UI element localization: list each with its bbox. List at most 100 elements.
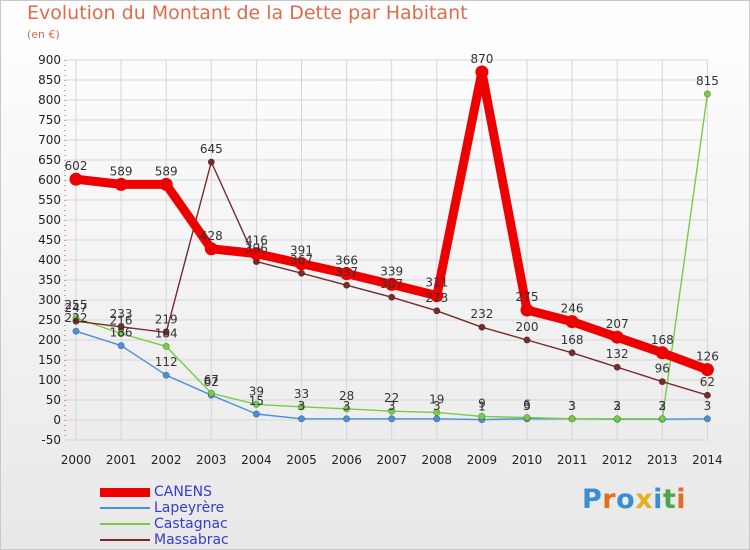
- y-tick-label: 200: [38, 333, 61, 347]
- y-tick-label: 850: [38, 73, 61, 87]
- data-label-canens: 589: [110, 164, 133, 178]
- data-label-canens: 870: [470, 52, 493, 66]
- data-point-massabrac: [478, 323, 486, 331]
- data-label-massabrac: 62: [700, 375, 715, 389]
- data-point-lapeyrère: [162, 371, 170, 379]
- data-label-lapeyrère: 2: [613, 399, 621, 413]
- data-label-lapeyrère: 3: [704, 399, 712, 413]
- data-point-massabrac: [343, 281, 351, 289]
- data-label-canens: 416: [245, 234, 268, 248]
- x-tick-label: 2006: [331, 453, 362, 467]
- data-label-lapeyrère: 186: [110, 326, 133, 340]
- axes: -50 0 50 100 150 200 250 300 350 400 450 500 550 600 6…: [38, 53, 723, 467]
- data-label-castagnac: 39: [249, 384, 264, 398]
- x-tick-label: 2012: [602, 453, 633, 467]
- data-label-lapeyrère: 3: [388, 399, 396, 413]
- series-points: [69, 65, 714, 424]
- data-point-castagnac: [297, 403, 305, 411]
- legend-swatch: [100, 487, 150, 497]
- legend-label: CANENS: [154, 484, 213, 500]
- data-label-massabrac: 645: [200, 142, 223, 156]
- x-tick-label: 2011: [557, 453, 588, 467]
- x-tick-label: 2001: [106, 453, 137, 467]
- x-tick-label: 2014: [692, 453, 723, 467]
- data-label-canens: 602: [65, 159, 88, 173]
- y-tick-label: 250: [38, 313, 61, 327]
- data-point-castagnac: [568, 415, 576, 423]
- data-point-canens: [475, 65, 489, 79]
- data-label-castagnac: 184: [155, 326, 178, 340]
- data-point-castagnac: [388, 407, 396, 415]
- data-point-massabrac: [433, 307, 441, 315]
- data-label-lapeyrère: 2: [658, 399, 666, 413]
- data-label-castagnac: 28: [339, 389, 354, 403]
- data-point-lapeyrère: [117, 342, 125, 350]
- data-label-canens: 311: [425, 276, 448, 290]
- x-tick-label: 2007: [376, 453, 407, 467]
- data-label-massabrac: 200: [516, 320, 539, 334]
- data-point-canens: [385, 277, 399, 291]
- data-point-castagnac: [117, 330, 125, 338]
- data-label-massabrac: 132: [606, 347, 629, 361]
- data-point-massabrac: [72, 317, 80, 325]
- y-tick-label: 0: [53, 413, 61, 427]
- data-point-canens: [204, 242, 218, 256]
- data-label-lapeyrère: 15: [249, 394, 264, 408]
- data-label-massabrac: 367: [290, 253, 313, 267]
- data-label-canens: 275: [516, 290, 539, 304]
- x-tick-label: 2004: [241, 453, 272, 467]
- y-tick-label: 750: [38, 113, 61, 127]
- data-point-castagnac: [478, 412, 486, 420]
- data-label-canens: 589: [155, 164, 178, 178]
- data-label-castagnac: 255: [65, 298, 88, 312]
- data-label-castagnac: 216: [110, 314, 133, 328]
- data-label-castagnac: 3: [568, 399, 576, 413]
- data-label-castagnac: 6: [523, 398, 531, 412]
- data-label-lapeyrère: 3: [298, 399, 306, 413]
- x-tick-label: 2003: [196, 453, 227, 467]
- data-point-castagnac: [207, 389, 215, 397]
- data-label-canens: 246: [561, 302, 584, 316]
- data-point-massabrac: [613, 363, 621, 371]
- data-label-massabrac: 233: [110, 307, 133, 321]
- brand-logo: Proxiti: [582, 484, 687, 515]
- data-label-castagnac: 22: [384, 391, 399, 405]
- data-point-massabrac: [207, 158, 215, 166]
- data-label-massabrac: 337: [335, 265, 358, 279]
- y-tick-label: -50: [41, 433, 61, 447]
- data-point-lapeyrère: [703, 415, 711, 423]
- y-tick-label: 700: [38, 133, 61, 147]
- data-point-castagnac: [162, 342, 170, 350]
- data-point-canens: [565, 315, 579, 329]
- data-label-massabrac: 219: [155, 312, 178, 326]
- data-point-canens: [340, 267, 354, 281]
- y-tick-label: 600: [38, 173, 61, 187]
- chart-unit-label: (en €): [27, 28, 60, 41]
- x-tick-label: 2013: [647, 453, 678, 467]
- data-label-canens: 126: [696, 350, 719, 364]
- data-point-canens: [520, 303, 534, 317]
- y-tick-label: 450: [38, 233, 61, 247]
- x-tick-label: 2002: [151, 453, 182, 467]
- data-point-canens: [114, 177, 128, 191]
- data-label-castagnac: 815: [696, 74, 719, 88]
- data-point-massabrac: [162, 328, 170, 336]
- data-point-massabrac: [297, 269, 305, 277]
- data-point-castagnac: [433, 408, 441, 416]
- data-label-lapeyrère: 1: [478, 400, 486, 414]
- data-point-lapeyrère: [433, 415, 441, 423]
- data-point-canens: [295, 257, 308, 271]
- y-tick-label: 500: [38, 213, 61, 227]
- data-label-castagnac: 9: [478, 396, 486, 410]
- data-point-canens: [159, 177, 173, 191]
- data-point-massabrac: [388, 293, 396, 301]
- x-tick-label: 2005: [286, 453, 317, 467]
- data-point-lapeyrère: [343, 415, 351, 423]
- y-tick-label: 800: [38, 93, 61, 107]
- legend-swatch: [100, 523, 150, 525]
- legend-swatch: [100, 507, 150, 509]
- data-label-canens: 168: [651, 333, 674, 347]
- data-point-massabrac: [568, 349, 576, 357]
- data-point-canens: [249, 247, 263, 261]
